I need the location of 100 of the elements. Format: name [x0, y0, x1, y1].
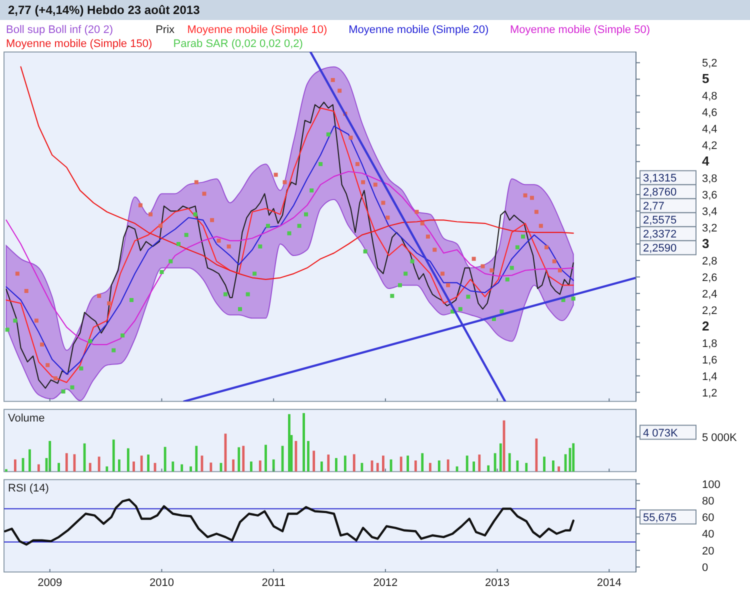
y-tick-label: 1,6: [702, 354, 718, 366]
bar: [14, 459, 16, 472]
bar: [352, 454, 356, 472]
text: 2,2590: [643, 242, 677, 255]
bar: [516, 460, 519, 472]
legend-label: Boll sup Boll inf (20 2): [6, 24, 113, 36]
bar: [360, 462, 364, 472]
bar: [344, 456, 346, 472]
y-tick-label: 3,4: [702, 206, 718, 218]
bar: [232, 459, 235, 472]
y-tick-label: 3,2: [702, 222, 718, 235]
x-tick-label: 2011: [262, 577, 286, 589]
bar: [195, 446, 198, 472]
bar: [335, 458, 338, 472]
bar: [558, 466, 560, 472]
line-series: [4, 498, 574, 546]
bar: [438, 460, 440, 472]
bar: [258, 460, 262, 472]
bar: [428, 462, 432, 472]
chart-title: 2,77 (+4,14%) Hebdo 23 août 2013: [8, 3, 200, 17]
bar: [288, 414, 290, 472]
bar: [499, 443, 502, 472]
line-series: [6, 170, 574, 346]
y-tick-label: 60: [702, 512, 714, 524]
text: 2,8760: [643, 186, 677, 199]
bar: [302, 413, 305, 472]
bar: [446, 459, 450, 472]
x-tick-label: 2009: [38, 577, 62, 589]
bar: [478, 454, 481, 472]
y-tick-label: 80: [702, 495, 714, 508]
y-tick-label: 100: [702, 478, 720, 491]
chart-title: RSI (14): [8, 482, 49, 495]
y-tick-label: 5 000K: [702, 432, 738, 444]
bar: [376, 462, 379, 472]
bar: [48, 440, 52, 472]
y-tick-label: 3,6: [702, 190, 718, 202]
bar: [118, 459, 120, 472]
y-tick-label: 2,2: [702, 304, 718, 317]
y-tick-label: 1,8: [702, 338, 718, 350]
bar: [37, 464, 40, 472]
text: 55,675: [643, 512, 677, 524]
bar: [126, 448, 130, 472]
bar: [28, 449, 31, 472]
x-tick-label: 2013: [485, 577, 510, 589]
y-tick-label: 2,8: [702, 255, 718, 268]
bar: [140, 456, 143, 472]
y-tick-label: 3: [702, 236, 710, 251]
y-tick-label: 40: [702, 528, 714, 541]
text: 2,5575: [643, 214, 677, 227]
bar: [190, 466, 192, 472]
bar: [210, 462, 212, 472]
y-tick-label: 3,8: [702, 173, 718, 186]
text: 2,3372: [643, 228, 677, 241]
y-tick-label: 20: [702, 545, 714, 558]
y-tick-label: 4: [702, 154, 710, 169]
bar: [572, 443, 575, 472]
bar: [172, 462, 174, 472]
y-tick-label: 4,2: [702, 140, 718, 152]
y-tick-label: 2,4: [702, 288, 718, 300]
y-tick-label: 1,4: [702, 370, 718, 383]
text: Moyenne mobile (Simple 20): [348, 24, 489, 36]
text: 3,1315: [643, 172, 677, 185]
bar: [414, 460, 417, 472]
line-series: [20, 66, 574, 280]
bar: [264, 444, 267, 472]
bar: [106, 466, 108, 472]
y-tick-label: 4,8: [702, 90, 718, 103]
bar: [307, 440, 310, 472]
x-tick-label: 2014: [596, 577, 622, 589]
bar: [164, 446, 166, 472]
bar: [272, 459, 275, 472]
text: Moyenne mobile (Simple 10): [187, 24, 328, 36]
bar: [535, 438, 538, 472]
bar: [5, 469, 8, 472]
bar: [508, 453, 511, 472]
y-tick-label: 2: [702, 318, 710, 334]
bar: [147, 454, 150, 472]
bar: [494, 453, 496, 472]
bar: [112, 440, 115, 472]
y-tick-label: 4,6: [702, 107, 718, 120]
text: Moyenne mobile (Simple 150): [6, 38, 152, 50]
text: Prix: [156, 24, 176, 36]
bar: [421, 453, 424, 472]
text: 4 073K: [643, 427, 679, 440]
bar: [487, 465, 490, 472]
text: Moyenne mobile (Simple 50): [510, 24, 650, 36]
bar: [327, 454, 330, 472]
bar: [180, 464, 184, 472]
bar: [58, 462, 60, 472]
bar: [552, 460, 554, 472]
bar: [406, 456, 410, 472]
bar: [242, 446, 245, 472]
bar: [88, 462, 92, 472]
bar: [320, 462, 323, 472]
y-tick-label: 5,2: [702, 58, 718, 70]
chart-title: Volume: [8, 412, 45, 424]
y-tick-label: 1,2: [702, 387, 718, 400]
bar: [65, 453, 68, 472]
bar: [466, 456, 468, 472]
bar: [238, 447, 240, 472]
